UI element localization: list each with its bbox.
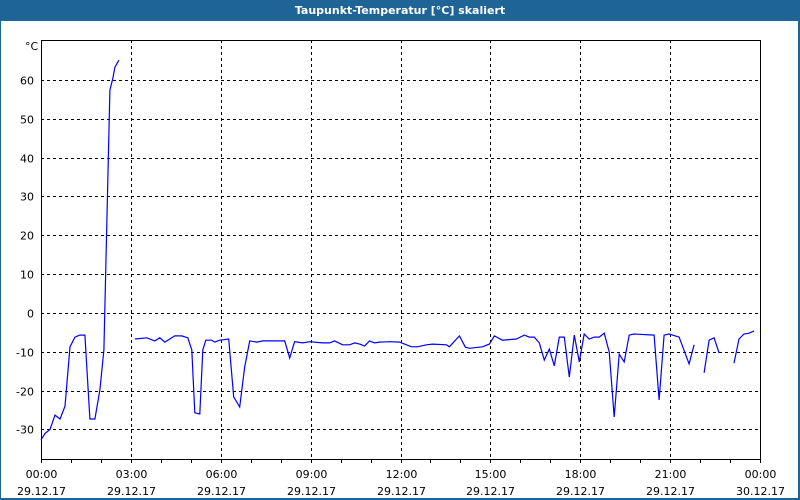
y-tick-label: 20 <box>20 230 34 243</box>
y-tick-label: -30 <box>16 424 34 437</box>
y-tick-label: 60 <box>20 75 34 88</box>
x-tick-date: 29.12.17 <box>377 485 426 498</box>
x-tick-date: 29.12.17 <box>17 485 66 498</box>
x-tick-time: 00:00 <box>26 468 58 481</box>
x-tick-time: 03:00 <box>116 468 148 481</box>
y-tick-label: 0 <box>27 308 34 321</box>
window-title: Taupunkt-Temperatur [°C] skaliert <box>294 4 506 17</box>
x-tick-time: 12:00 <box>386 468 418 481</box>
y-tick-label: 30 <box>20 191 34 204</box>
y-axis-unit-label: °C <box>25 40 39 53</box>
x-tick-date: 29.12.17 <box>646 485 695 498</box>
y-tick-label: -20 <box>16 386 34 399</box>
plot-frame <box>41 40 761 460</box>
x-tick-date: 29.12.17 <box>197 485 246 498</box>
x-tick-date: 29.12.17 <box>466 485 515 498</box>
series-line-segment <box>703 336 720 373</box>
series-line-segment <box>40 59 120 441</box>
x-tick-date: 29.12.17 <box>556 485 605 498</box>
x-tick-time: 06:00 <box>206 468 238 481</box>
x-tick-date: 30.12.17 <box>736 485 785 498</box>
y-tick-label: 10 <box>20 269 34 282</box>
x-tick-time: 09:00 <box>296 468 328 481</box>
chart-panel <box>1 21 798 498</box>
x-tick-time: 15:00 <box>475 468 507 481</box>
y-tick-label: 50 <box>20 114 34 127</box>
x-tick-time: 00:00 <box>745 468 777 481</box>
x-tick-time: 21:00 <box>655 468 687 481</box>
x-tick-time: 18:00 <box>565 468 597 481</box>
series-line-segment <box>134 332 695 418</box>
x-tick-date: 29.12.17 <box>107 485 156 498</box>
series-line-segment <box>733 330 755 364</box>
y-tick-label: -10 <box>16 347 34 360</box>
x-tick-date: 29.12.17 <box>287 485 336 498</box>
y-tick-label: 40 <box>20 153 34 166</box>
